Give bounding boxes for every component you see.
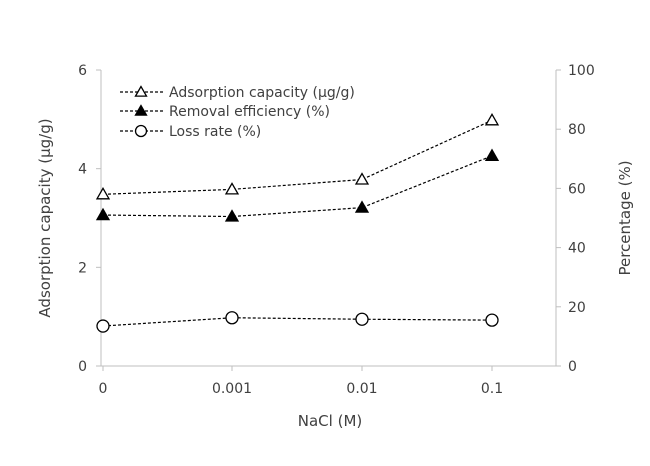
data-point xyxy=(484,113,500,126)
legend-marker xyxy=(134,104,148,116)
y-right-tick-label: 80 xyxy=(568,122,586,138)
series-1 xyxy=(95,148,500,222)
x-tick-label: 0.01 xyxy=(346,381,377,397)
x-axis-title: NaCl (M) xyxy=(298,412,362,430)
series-line xyxy=(102,317,493,327)
legend-label: Adsorption capacity (μg/g) xyxy=(169,85,355,101)
y-right-tick-label: 40 xyxy=(568,241,586,257)
series-line xyxy=(102,155,493,218)
data-point xyxy=(225,311,239,325)
data-point xyxy=(224,209,240,222)
data-point xyxy=(95,207,111,221)
y-right-tick-label: 20 xyxy=(568,300,586,316)
legend-label: Removal efficiency (%) xyxy=(169,104,330,120)
series-0 xyxy=(95,113,500,200)
y-right-tick-label: 60 xyxy=(568,181,586,197)
series-2 xyxy=(96,311,499,333)
y-left-tick-label: 0 xyxy=(78,359,87,375)
series-layer xyxy=(95,113,500,333)
legend-label: Loss rate (%) xyxy=(169,124,261,140)
y-right-tick-label: 0 xyxy=(568,359,577,375)
x-tick-label: 0.1 xyxy=(481,381,503,397)
legend: Adsorption capacity (μg/g) Removal effici… xyxy=(120,85,355,140)
legend-marker xyxy=(134,124,148,138)
data-point xyxy=(354,172,370,185)
data-point xyxy=(354,200,370,213)
x-tick-label: 0 xyxy=(99,381,108,397)
y-left-tick-label: 2 xyxy=(78,260,87,276)
data-point xyxy=(355,312,369,326)
data-point xyxy=(224,182,240,195)
y-axis-left-title: Adsorption capacity (μg/g) xyxy=(36,118,54,317)
y-axis-right-title: Percentage (%) xyxy=(616,160,634,275)
data-point xyxy=(96,319,110,333)
y-left-tick-label: 6 xyxy=(78,63,87,79)
data-point xyxy=(95,187,111,200)
y-right-tick-label: 100 xyxy=(568,63,595,79)
y-left-tick-label: 4 xyxy=(78,162,87,178)
legend-marker xyxy=(134,85,148,97)
data-point xyxy=(485,313,499,327)
data-point xyxy=(484,148,500,161)
x-tick-label: 0.001 xyxy=(212,381,252,397)
series-line xyxy=(102,119,493,195)
